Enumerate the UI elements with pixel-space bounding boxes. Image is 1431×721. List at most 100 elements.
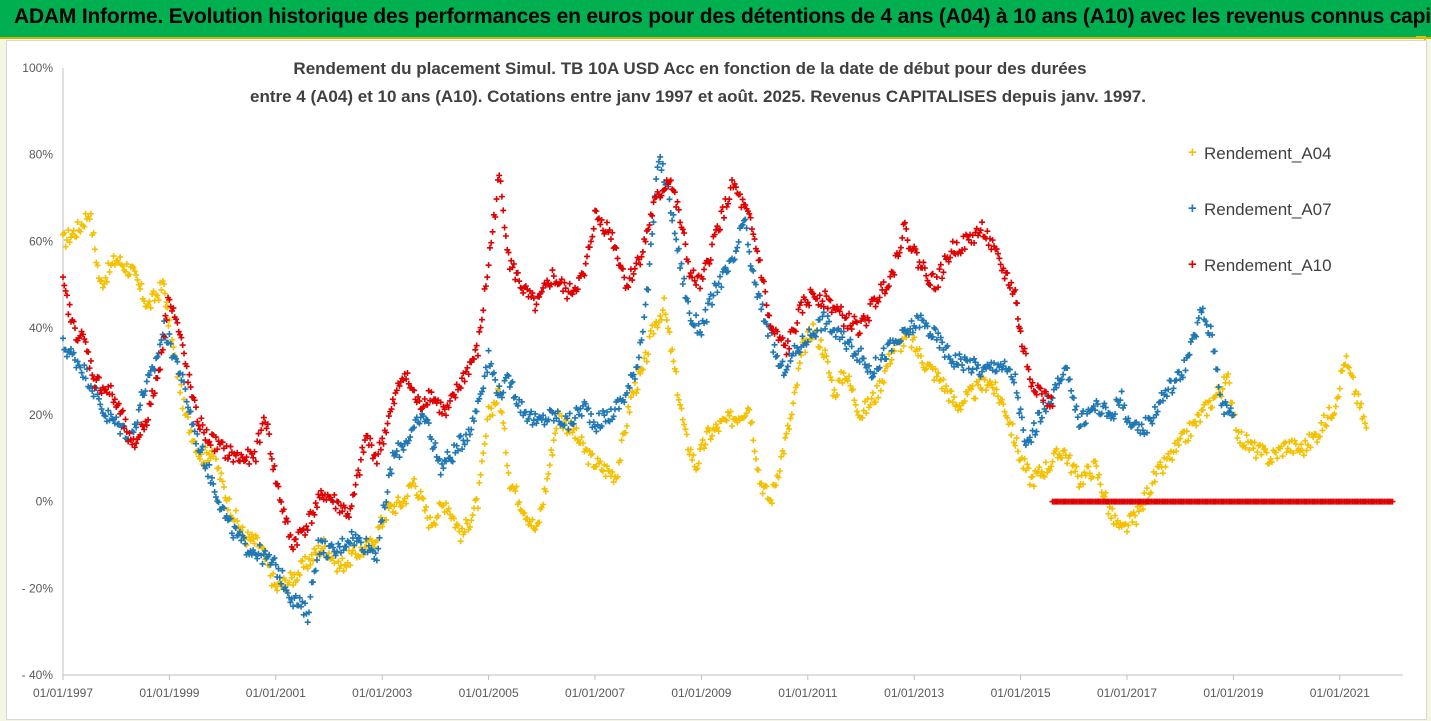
data-point-a10 (465, 371, 472, 378)
data-point-a07 (732, 248, 739, 255)
y-tick-label: 20% (29, 408, 53, 422)
data-point-a07 (725, 268, 731, 275)
data-point-a07 (130, 429, 137, 436)
data-point-a04 (796, 360, 803, 367)
data-point-a07 (1028, 439, 1035, 446)
data-point-a04 (975, 381, 982, 388)
data-point-a04 (872, 398, 879, 405)
data-point-a04 (174, 374, 181, 381)
data-point-a04 (573, 425, 580, 432)
data-point-a04 (1139, 506, 1146, 513)
data-point-a04 (844, 377, 851, 384)
data-point-a04 (1187, 432, 1194, 439)
data-point-a10 (1022, 350, 1029, 357)
data-point-a04 (795, 365, 802, 372)
data-point-a10 (280, 506, 287, 513)
data-point-a04 (391, 503, 398, 510)
data-point-a10 (179, 342, 186, 349)
data-point-a04 (456, 528, 463, 535)
data-point-a10 (760, 278, 767, 285)
data-point-a07 (387, 466, 394, 473)
data-point-a04 (1243, 432, 1250, 439)
data-point-a10 (637, 261, 644, 268)
data-point-a07 (375, 545, 382, 552)
data-point-a07 (496, 383, 503, 390)
data-point-a04 (989, 384, 996, 391)
data-point-a04 (854, 408, 861, 415)
data-point-a07 (1101, 400, 1108, 407)
data-point-a04 (185, 413, 192, 420)
data-point-a07 (1154, 408, 1161, 415)
data-point-a07 (167, 340, 174, 347)
data-point-a07 (666, 196, 673, 203)
data-point-a10 (1049, 403, 1056, 410)
data-point-a07 (381, 504, 388, 511)
chart-marks (60, 153, 1396, 626)
data-point-a07 (154, 353, 161, 360)
data-point-a04 (877, 387, 884, 394)
legend-marker-a07: + (1188, 200, 1197, 217)
data-point-a04 (593, 463, 600, 470)
data-point-a04 (1009, 420, 1016, 427)
data-point-a04 (1246, 447, 1253, 454)
data-point-a04 (1328, 415, 1335, 422)
data-point-a04 (1112, 512, 1119, 519)
data-point-a04 (146, 298, 153, 305)
data-point-a07 (141, 392, 148, 399)
data-point-a04 (179, 405, 186, 412)
data-point-a07 (588, 411, 595, 418)
data-point-a10 (923, 272, 930, 279)
data-point-a07 (621, 399, 628, 406)
data-point-a07 (879, 352, 886, 359)
data-point-a07 (95, 395, 102, 402)
data-point-a07 (372, 550, 379, 557)
data-point-a07 (603, 408, 610, 415)
data-point-a04 (392, 510, 399, 517)
data-point-a04 (137, 286, 144, 293)
data-point-a04 (477, 471, 484, 478)
data-point-a07 (1092, 407, 1099, 414)
data-point-a07 (522, 408, 529, 415)
data-point-a10 (361, 437, 368, 444)
data-point-a07 (388, 470, 395, 477)
data-point-a10 (836, 308, 843, 315)
data-point-a10 (255, 430, 262, 437)
data-point-a04 (923, 365, 930, 372)
data-point-a07 (416, 420, 423, 427)
data-point-a10 (679, 226, 686, 233)
data-point-a07 (750, 267, 757, 274)
data-point-a10 (1033, 391, 1040, 398)
data-point-a04 (272, 583, 279, 590)
data-point-a07 (532, 410, 539, 417)
data-point-a04 (983, 387, 990, 394)
data-point-a07 (908, 317, 915, 324)
data-point-a07 (561, 422, 568, 429)
data-point-a07 (714, 289, 721, 296)
data-point-a04 (1129, 518, 1136, 525)
data-point-a04 (935, 369, 942, 376)
data-point-a04 (1291, 437, 1298, 444)
data-point-a07 (806, 326, 813, 333)
data-point-a07 (70, 349, 77, 356)
data-point-a10 (345, 514, 352, 521)
data-point-a04 (282, 577, 289, 584)
data-point-a10 (586, 244, 593, 251)
data-point-a04 (1326, 404, 1333, 411)
data-point-a07 (832, 333, 839, 340)
data-point-a07 (240, 534, 247, 541)
data-point-a04 (1262, 446, 1269, 453)
data-point-a10 (549, 267, 556, 274)
x-tick-label: 01/01/1997 (33, 686, 93, 700)
data-point-a07 (1173, 377, 1180, 384)
data-point-a07 (453, 442, 460, 449)
data-point-a10 (181, 350, 188, 357)
data-point-a07 (582, 400, 589, 407)
data-point-a10 (377, 446, 384, 453)
data-point-a07 (655, 158, 662, 165)
data-point-a07 (228, 530, 235, 537)
data-point-a07 (1070, 395, 1077, 402)
data-point-a10 (421, 395, 428, 402)
data-point-a04 (548, 447, 555, 454)
data-point-a07 (936, 344, 943, 351)
data-point-a04 (758, 480, 765, 487)
